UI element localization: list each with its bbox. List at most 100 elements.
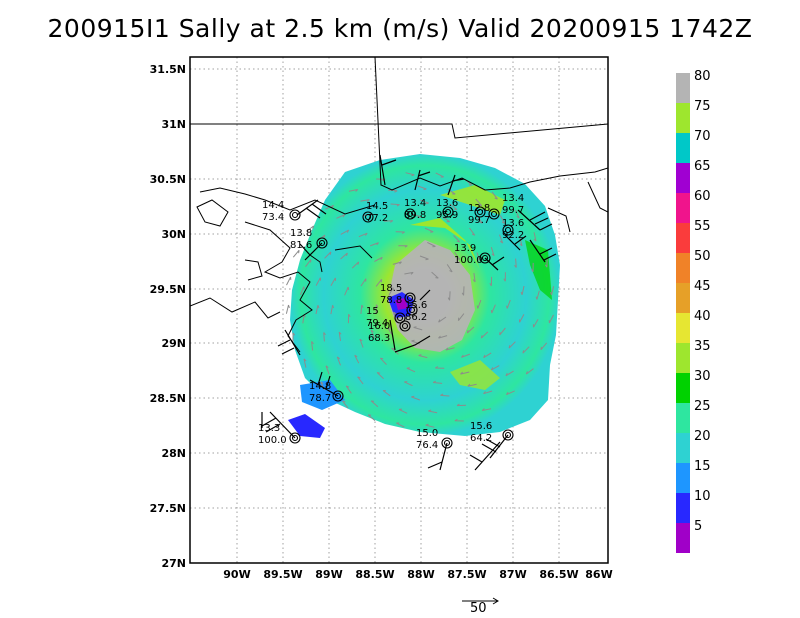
- station-label-top: 13.9: [454, 243, 476, 254]
- lat-label: 28N: [161, 447, 186, 460]
- station-label-bottom: 68.3: [368, 333, 390, 344]
- lat-label: 31.5N: [149, 63, 186, 76]
- dropsonde-marker: [362, 211, 374, 223]
- dropsonde-marker: [406, 304, 418, 316]
- chart-title: 200915I1 Sally at 2.5 km (m/s) Valid 202…: [47, 14, 753, 43]
- dropsonde-markers: [289, 206, 514, 449]
- colorbar-label: 45: [694, 279, 711, 294]
- dropsonde-marker: [404, 208, 416, 220]
- station-label-top: 18.5: [380, 283, 402, 294]
- colorbar-label: 60: [694, 189, 711, 204]
- dropsonde-marker: [504, 226, 512, 234]
- station-label-bottom: 86.2: [405, 312, 427, 323]
- station-label-top: 15: [366, 306, 379, 317]
- colorbar-label: 5: [694, 519, 703, 534]
- dropsonde-marker: [364, 213, 372, 221]
- colorbar-label: 10: [694, 489, 711, 504]
- station-label-top: 13.4: [404, 198, 426, 209]
- station-label-bottom: 73.4: [262, 212, 284, 223]
- dropsonde-marker: [401, 322, 409, 330]
- colorbar-swatch: [676, 133, 690, 163]
- colorbar-label: 15: [694, 459, 711, 474]
- lat-label: 27N: [161, 557, 186, 570]
- dropsonde-marker: [289, 432, 301, 444]
- colorbar-label: 80: [694, 69, 711, 84]
- colorbar-swatch: [676, 73, 690, 103]
- station-label-top: 15.0: [416, 428, 438, 439]
- station-label-top: 12.8: [468, 203, 490, 214]
- colorbar-swatch: [676, 253, 690, 283]
- dropsonde-marker: [443, 439, 451, 447]
- station-label-bottom: 78.8: [380, 295, 402, 306]
- dropsonde-marker: [332, 390, 344, 402]
- station-label-bottom: 100.0: [258, 435, 287, 446]
- colorbar-label: 25: [694, 399, 711, 414]
- dropsonde-marker: [399, 320, 411, 332]
- colorbar-label: 20: [694, 429, 711, 444]
- lon-label: 90W: [223, 568, 251, 581]
- dropsonde-marker: [291, 434, 299, 442]
- lon-label: 87W: [499, 568, 527, 581]
- station-label-top: 13.3: [258, 423, 280, 434]
- dropsonde-marker: [316, 237, 328, 249]
- colorbar-label: 70: [694, 129, 711, 144]
- lon-label: 88W: [407, 568, 435, 581]
- colorbar-swatch: [676, 523, 690, 553]
- colorbar-swatch: [676, 433, 690, 463]
- dropsonde-marker: [408, 306, 416, 314]
- station-label-bottom: 89.8: [404, 210, 426, 221]
- station-labels: 14.473.413.881.614.577.213.489.813.695.9…: [258, 193, 524, 451]
- colorbar-swatch: [676, 403, 690, 433]
- station-label-bottom: 99.7: [502, 205, 524, 216]
- dropsonde-marker: [318, 239, 326, 247]
- dropsonde-marker: [406, 210, 414, 218]
- colorbar-swatch: [676, 223, 690, 253]
- station-label-bottom: 92.2: [502, 230, 524, 241]
- station-label-bottom: 64.2: [470, 433, 492, 444]
- station-label-top: 15.6: [405, 300, 427, 311]
- station-label-bottom: 79.4: [366, 318, 388, 329]
- lat-label: 30.5N: [149, 173, 186, 186]
- station-label-bottom: 99.7: [468, 215, 490, 226]
- station-label-bottom: 76.4: [416, 440, 438, 451]
- station-label-top: 13.8: [290, 228, 312, 239]
- dropsonde-marker: [444, 208, 452, 216]
- dropsonde-marker: [502, 429, 514, 441]
- lat-label: 28.5N: [149, 392, 186, 405]
- lon-label: 86.5W: [539, 568, 579, 581]
- station-label-top: 14.5: [366, 201, 388, 212]
- station-label-top: 13.4: [502, 193, 524, 204]
- lon-label: 86W: [585, 568, 613, 581]
- dropsonde-marker: [502, 224, 514, 236]
- dropsonde-marker: [490, 210, 498, 218]
- station-label-bottom: 81.6: [290, 240, 312, 251]
- station-label-bottom: 100.0: [454, 255, 483, 266]
- colorbar-label: 65: [694, 159, 711, 174]
- colorbar-swatch: [676, 163, 690, 193]
- lat-label: 29.5N: [149, 283, 186, 296]
- colorbar-swatch: [676, 193, 690, 223]
- lat-label: 27.5N: [149, 502, 186, 515]
- colorbar-label: 30: [694, 369, 711, 384]
- dropsonde-marker: [481, 254, 489, 262]
- colorbar-label: 35: [694, 339, 711, 354]
- dropsonde-marker: [488, 208, 500, 220]
- colorbar-label: 40: [694, 309, 711, 324]
- colorbar-label: 75: [694, 99, 711, 114]
- station-label-bottom: 77.2: [366, 213, 388, 224]
- lat-label: 29N: [161, 337, 186, 350]
- lon-label: 87.5W: [447, 568, 487, 581]
- lon-label: 89W: [315, 568, 343, 581]
- dropsonde-marker: [479, 252, 491, 264]
- station-label-bottom: 78.7: [309, 393, 331, 404]
- reference-vector: [462, 597, 499, 605]
- dropsonde-marker: [442, 206, 454, 218]
- station-label-top: 16.0: [368, 321, 390, 332]
- dropsonde-marker: [394, 312, 406, 324]
- colorbar-swatch: [676, 103, 690, 133]
- colorbar-label: 50: [694, 249, 711, 264]
- dropsonde-marker: [406, 294, 414, 302]
- reference-vector-label: 50: [470, 601, 487, 616]
- colorbar: [676, 73, 690, 553]
